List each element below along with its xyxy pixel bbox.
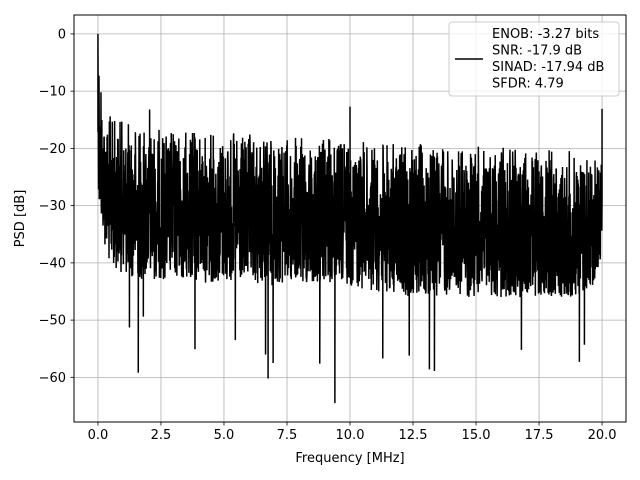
x-tick-label: 2.5 — [151, 428, 172, 443]
x-tick-label: 15.0 — [462, 428, 491, 443]
y-tick-label: 0 — [58, 27, 66, 42]
legend-box — [448, 21, 620, 97]
y-tick-label: −50 — [39, 314, 66, 329]
y-axis: 0 −10 −20 −30 −40 −50 −60 — [39, 27, 74, 386]
y-tick-label: −10 — [39, 85, 66, 100]
legend-text-line: SFDR: 4.79 — [492, 77, 564, 92]
legend-text-line: ENOB: -3.27 bits — [492, 27, 599, 42]
x-tick-label: 5.0 — [214, 428, 235, 443]
legend-text-line: SNR: -17.9 dB — [492, 44, 582, 59]
x-tick-label: 10.0 — [336, 428, 365, 443]
legend-text-line: SINAD: -17.94 dB — [492, 60, 604, 75]
x-tick-label: 0.0 — [88, 428, 109, 443]
x-tick-label: 20.0 — [588, 428, 617, 443]
y-tick-label: −20 — [39, 142, 66, 157]
x-tick-label: 17.5 — [525, 428, 554, 443]
x-axis-label: Frequency [MHz] — [295, 451, 404, 466]
x-tick-label: 7.5 — [277, 428, 298, 443]
y-axis-label: PSD [dB] — [13, 190, 28, 248]
y-tick-label: −30 — [39, 199, 66, 214]
series-layer — [97, 33, 603, 404]
x-tick-label: 12.5 — [399, 428, 428, 443]
y-tick-label: −60 — [39, 371, 66, 386]
psd-line — [97, 33, 603, 404]
y-tick-label: −40 — [39, 256, 66, 271]
x-axis: 0.0 2.5 5.0 7.5 10.0 12.5 15.0 17.5 20.0 — [88, 422, 617, 443]
